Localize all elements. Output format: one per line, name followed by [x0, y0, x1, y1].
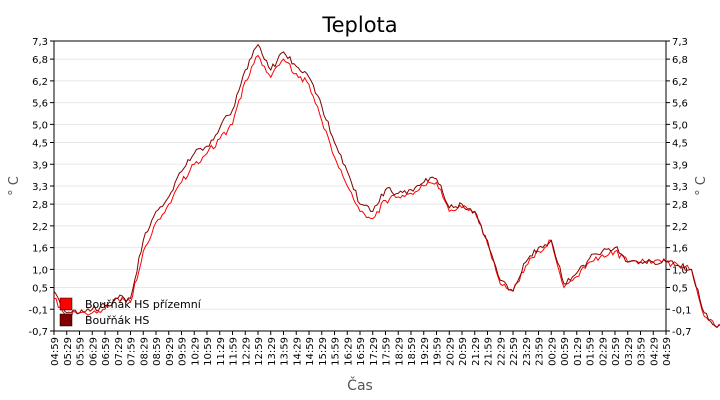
x-tick-label: 04:59 — [662, 337, 673, 366]
x-tick-label: 08:59 — [152, 337, 163, 366]
legend-swatch-1 — [59, 313, 73, 327]
x-tick-label: 09:29 — [165, 337, 176, 366]
y-tick-label: 1,6 — [32, 244, 48, 255]
x-tick-label: 02:59 — [611, 337, 622, 366]
x-tick-label: 10:59 — [203, 337, 214, 366]
x-tick-label: 07:29 — [114, 337, 125, 366]
y-axis-label-right: ° C — [694, 176, 709, 196]
legend-swatch-0 — [59, 297, 73, 311]
x-tick-label: 23:29 — [522, 337, 533, 366]
x-tick-label: 21:29 — [471, 337, 482, 366]
x-tick-label: 04:29 — [649, 337, 660, 366]
x-tick-label: 13:59 — [280, 337, 291, 366]
x-tick-label: 17:29 — [369, 337, 380, 366]
x-tick-label: 02:29 — [598, 337, 609, 366]
y-tick-label: 0,5 — [672, 284, 688, 295]
x-tick-label: 22:29 — [496, 337, 507, 366]
x-tick-label: 03:29 — [624, 337, 635, 366]
y-tick-label: -0,1 — [672, 305, 692, 316]
series-lines — [53, 43, 720, 329]
chart-title: Teplota — [321, 13, 397, 37]
x-tick-label: 18:29 — [394, 337, 405, 366]
y-axis-label-left: ° C — [7, 176, 22, 196]
legend: Bouřňák HS přízemní Bouřňák HS — [59, 297, 202, 327]
y-tick-label: 2,2 — [32, 222, 48, 233]
x-tick-label: 11:29 — [216, 337, 227, 366]
y-tick-label: 1,6 — [672, 244, 688, 255]
y-tick-label: 3,9 — [672, 160, 688, 171]
y-tick-label: 5,6 — [32, 99, 48, 110]
y-tick-label: 3,9 — [32, 160, 48, 171]
x-axis: 04:59 05:29 05:59 06:29 06:59 07:29 07:59 08:29… — [50, 331, 673, 366]
y-tick-label: -0,1 — [28, 305, 48, 316]
x-tick-label: 15:59 — [331, 337, 342, 366]
legend-label-1: Bouřňák HS — [85, 314, 149, 327]
y-tick-label: 4,5 — [32, 139, 48, 150]
legend-label-0: Bouřňák HS přízemní — [85, 298, 202, 311]
y-tick-label: 6,8 — [32, 55, 48, 66]
x-tick-label: 16:29 — [343, 337, 354, 366]
x-tick-label: 00:59 — [560, 337, 571, 366]
x-tick-label: 03:59 — [637, 337, 648, 366]
y-tick-label: -0,7 — [28, 327, 48, 338]
x-tick-label: 20:29 — [445, 337, 456, 366]
y-axis-left: 7,3 6,8 6,2 5,6 5,0 4,5 3,9 3,3 2,8 2,2 1,6 1,0 0,5 -… — [28, 37, 54, 338]
y-axis-right: 7,3 6,8 6,2 5,6 5,0 4,5 3,9 3,3 2,8 2,2 1,6 1,0 0,5 -… — [666, 37, 692, 338]
x-tick-label: 05:59 — [76, 337, 87, 366]
y-tick-label: 3,3 — [672, 182, 688, 193]
y-tick-label: 1,0 — [32, 265, 48, 276]
y-tick-label: 4,5 — [672, 139, 688, 150]
x-tick-label: 21:59 — [484, 337, 495, 366]
x-tick-label: 01:59 — [586, 337, 597, 366]
x-tick-label: 00:29 — [547, 337, 558, 366]
x-tick-label: 12:59 — [254, 337, 265, 366]
y-tick-label: 6,8 — [672, 55, 688, 66]
y-tick-label: 6,2 — [32, 77, 48, 88]
x-tick-label: 13:29 — [267, 337, 278, 366]
x-tick-label: 06:59 — [101, 337, 112, 366]
y-tick-label: 3,3 — [32, 182, 48, 193]
x-tick-label: 04:59 — [50, 337, 61, 366]
y-tick-label: 2,2 — [672, 222, 688, 233]
series-line-0 — [53, 54, 720, 329]
y-tick-label: 1,0 — [672, 265, 688, 276]
x-tick-label: 11:59 — [229, 337, 240, 366]
x-tick-label: 14:29 — [292, 337, 303, 366]
x-tick-label: 10:29 — [190, 337, 201, 366]
y-tick-label: 6,2 — [672, 77, 688, 88]
y-tick-label: 7,3 — [672, 37, 688, 48]
series-line-1 — [53, 43, 720, 329]
y-tick-label: 0,5 — [32, 284, 48, 295]
x-tick-label: 19:59 — [433, 337, 444, 366]
x-tick-label: 16:59 — [356, 337, 367, 366]
x-tick-label: 06:29 — [88, 337, 99, 366]
x-tick-label: 07:59 — [127, 337, 138, 366]
x-tick-label: 20:59 — [458, 337, 469, 366]
y-tick-label: 7,3 — [32, 37, 48, 48]
x-tick-label: 01:29 — [573, 337, 584, 366]
x-tick-label: 12:29 — [241, 337, 252, 366]
x-tick-label: 05:29 — [63, 337, 74, 366]
x-tick-label: 23:59 — [535, 337, 546, 366]
x-axis-label: Čas — [347, 376, 373, 394]
x-tick-label: 18:59 — [407, 337, 418, 366]
x-tick-label: 08:29 — [139, 337, 150, 366]
x-tick-label: 15:29 — [318, 337, 329, 366]
x-tick-label: 14:59 — [305, 337, 316, 366]
x-tick-label: 19:29 — [420, 337, 431, 366]
x-tick-label: 09:59 — [178, 337, 189, 366]
x-tick-label: 22:59 — [509, 337, 520, 366]
y-tick-label: 5,0 — [672, 120, 688, 131]
y-tick-label: 5,6 — [672, 99, 688, 110]
y-tick-label: 5,0 — [32, 120, 48, 131]
y-tick-label: 2,8 — [32, 200, 48, 211]
y-tick-label: -0,7 — [672, 327, 692, 338]
y-tick-label: 2,8 — [672, 200, 688, 211]
x-tick-label: 17:59 — [382, 337, 393, 366]
